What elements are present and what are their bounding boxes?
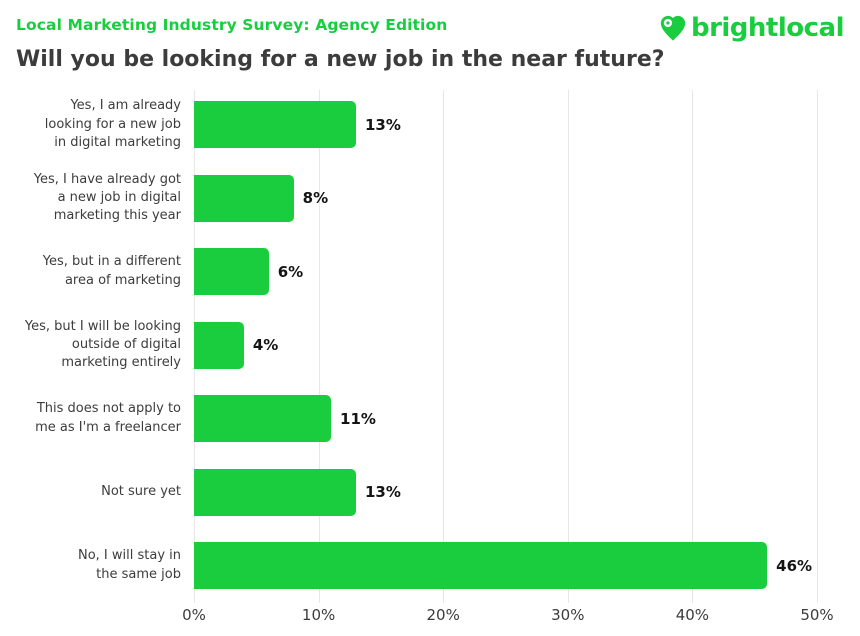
x-axis-tick-label: 0% <box>182 605 206 624</box>
logo-wordmark: brightlocal <box>690 13 845 43</box>
bar <box>194 321 244 369</box>
brightlocal-logo: brightlocal <box>658 13 845 43</box>
bar <box>194 542 768 590</box>
category-label: Yes, I have already got a new job in dig… <box>33 171 181 224</box>
x-axis-tick-label: 30% <box>551 605 585 624</box>
bar-row: No, I will stay in the same job 46% <box>16 529 817 603</box>
bar-track: 13% <box>194 88 817 162</box>
x-axis-tick-label: 40% <box>675 605 710 624</box>
bar <box>194 174 294 222</box>
category-label: Yes, but I will be looking outside of di… <box>24 318 181 371</box>
bar <box>194 101 356 149</box>
bar-row: Yes, I have already got a new job in dig… <box>16 162 817 236</box>
x-axis-tick-label: 20% <box>426 605 460 624</box>
bar-track: 6% <box>194 235 817 309</box>
bar-track: 13% <box>194 456 817 530</box>
category-label: This does not apply to me as I'm a freel… <box>35 401 181 435</box>
category-label: Yes, but in a different area of marketin… <box>42 254 181 288</box>
chart-title: Will you be looking for a new job in the… <box>16 47 665 72</box>
report-eyebrow: Local Marketing Industry Survey: Agency … <box>16 16 448 34</box>
x-axis: 0% 10% 20% 30% 40% 50% <box>182 605 834 628</box>
chart-plot-area: Yes, I am already looking for a new job … <box>16 88 818 603</box>
category-label: No, I will stay in the same job <box>77 548 181 582</box>
bar-value-label: 6% <box>277 262 304 281</box>
x-axis-tick-label: 50% <box>800 605 834 624</box>
bar-track: 8% <box>194 162 817 236</box>
bar <box>194 248 269 296</box>
bar-value-label: 13% <box>364 115 401 134</box>
gridline <box>443 90 445 603</box>
category-label: Not sure yet <box>101 484 181 500</box>
bar-value-label: 8% <box>302 189 329 208</box>
bar-value-label: 46% <box>776 556 813 575</box>
category-label: Yes, I am already looking for a new job … <box>44 98 181 150</box>
gridline <box>567 90 569 603</box>
x-axis-tick-label: 10% <box>301 605 336 624</box>
bar-value-label: 13% <box>364 483 401 502</box>
bar-row: Not sure yet 13% <box>16 456 817 530</box>
bar <box>194 395 332 443</box>
bar-row: Yes, I am already looking for a new job … <box>16 88 817 162</box>
bar-row: Yes, but I will be looking outside of di… <box>16 309 817 383</box>
heart-pin-icon <box>658 13 688 43</box>
gridline <box>318 90 320 603</box>
bar-row: This does not apply to me as I'm a freel… <box>16 382 817 456</box>
bar-value-label: 11% <box>340 409 376 428</box>
bar-track: 11% <box>194 382 817 456</box>
bar-value-label: 4% <box>252 336 279 355</box>
bar <box>194 468 356 516</box>
gridline <box>692 90 694 603</box>
bar-track: 4% <box>194 309 817 383</box>
bar-chart: Yes, I am already looking for a new job … <box>16 88 844 628</box>
bar-track: 46% <box>194 529 817 603</box>
bar-row: Yes, but in a different area of marketin… <box>16 235 817 309</box>
gridline <box>817 90 818 603</box>
